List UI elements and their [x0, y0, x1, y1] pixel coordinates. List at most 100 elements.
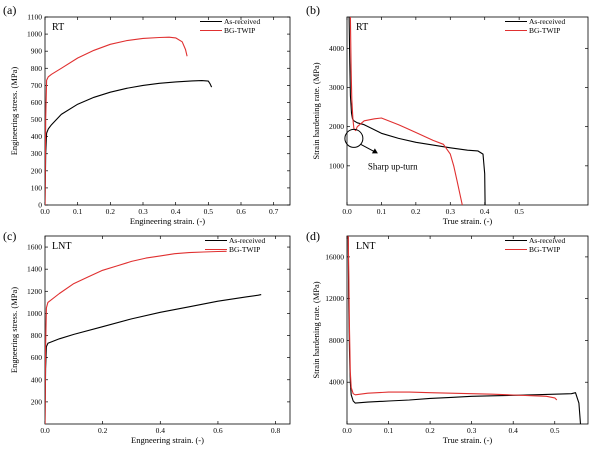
condition-label: RT [52, 22, 64, 33]
panel-label: (c) [3, 229, 16, 243]
condition-label: LNT [356, 241, 375, 252]
y-tick-label: 1000 [329, 161, 344, 170]
legend-label: BG-TWIP [529, 26, 560, 35]
y-tick-label: 16000 [325, 252, 344, 261]
x-axis-label: Engineering strain. (-) [130, 216, 205, 226]
x-tick-label: 0.3 [467, 426, 477, 435]
y-tick-label: 100 [31, 183, 43, 192]
annotation-circle [344, 128, 364, 148]
y-axis-label: Strain hardening rate. (MPa) [311, 62, 321, 159]
y-tick-label: 300 [31, 149, 43, 158]
x-tick-label: 0.6 [236, 207, 246, 216]
y-tick-label: 2000 [329, 122, 344, 131]
x-tick-label: 0.4 [156, 426, 166, 435]
series-line-bg-twip [45, 36, 188, 205]
x-tick-label: 0.4 [509, 426, 519, 435]
panel-label: (a) [3, 3, 16, 17]
y-tick-label: 400 [31, 375, 43, 384]
x-tick-label: 0.1 [384, 426, 394, 435]
y-tick-label: 400 [31, 132, 43, 141]
x-tick-label: 0.0 [40, 426, 50, 435]
plot-frame [44, 235, 291, 425]
y-tick-label: 1000 [27, 30, 42, 39]
y-tick-label: 800 [31, 64, 43, 73]
series-line-as-received [348, 17, 486, 205]
x-tick-label: 0.2 [106, 207, 116, 216]
y-tick-label: 600 [31, 353, 43, 362]
x-tick-label: 0.4 [480, 207, 490, 216]
x-tick-label: 0.5 [550, 426, 560, 435]
x-tick-label: 0.6 [213, 426, 223, 435]
y-axis-label: Engneering stress. (MPa) [9, 287, 19, 373]
condition-label: LNT [52, 241, 71, 252]
x-tick-label: 0.0 [342, 426, 352, 435]
series-line-bg-twip [347, 236, 558, 401]
annotation-arrow-head [371, 148, 378, 154]
series-group [45, 36, 213, 205]
y-axis-label: Strain hardening rate. (MPa) [311, 281, 321, 378]
series-line-as-received [45, 294, 262, 424]
y-tick-label: 900 [31, 47, 43, 56]
condition-label: RT [356, 22, 368, 33]
legend-label: As-received [224, 17, 260, 26]
panel-label: (d) [306, 229, 320, 243]
x-tick-label: 0.2 [425, 426, 435, 435]
x-tick-label: 0.4 [171, 207, 181, 216]
legend-label: BG-TWIP [529, 245, 560, 254]
series-group [347, 236, 582, 424]
y-tick-label: 200 [31, 397, 43, 406]
y-tick-label: 1200 [27, 287, 42, 296]
series-line-bg-twip [45, 250, 227, 424]
panel-d: (d) LNT 0.0 0.1 0.2 0.3 0.4 0.5 4000 8000 12000 160… [306, 229, 589, 445]
y-tick-label: 3000 [329, 83, 344, 92]
x-tick-label: 0.5 [204, 207, 214, 216]
y-tick-label: 1000 [27, 309, 42, 318]
x-tick-label: 0.3 [138, 207, 148, 216]
annotation-text: Sharp up-turn [368, 161, 418, 171]
y-tick-label: 700 [31, 81, 43, 90]
y-tick-label: 800 [31, 331, 43, 340]
plot-frame [346, 235, 589, 425]
legend-label: BG-TWIP [224, 26, 255, 35]
x-tick-label: 0.3 [446, 207, 456, 216]
series-line-bg-twip [349, 17, 463, 205]
panel-label: (b) [306, 3, 320, 17]
panel-c: (c) LNT 0.0 0.2 0.4 0.6 0.8 200 400 600 800 1000 120… [3, 229, 291, 445]
y-tick-label: 1600 [27, 243, 42, 252]
y-tick-label: 8000 [329, 336, 344, 345]
x-tick-label: 0.1 [377, 207, 387, 216]
y-tick-label: 1100 [27, 13, 42, 22]
y-tick-label: 12000 [325, 294, 344, 303]
x-tick-label: 0.8 [271, 426, 281, 435]
y-tick-label: 4000 [329, 378, 344, 387]
y-axis-label: Engineering stress. (MPa) [9, 67, 19, 156]
y-tick-label: 200 [31, 166, 43, 175]
x-tick-label: 0.1 [73, 207, 83, 216]
x-tick-label: 0.2 [411, 207, 421, 216]
x-axis-label: True strain. (-) [443, 435, 493, 445]
x-tick-label: 0.5 [514, 207, 524, 216]
series-group [348, 17, 486, 205]
x-tick-label: 0.0 [342, 207, 352, 216]
x-tick-label: 0.0 [40, 207, 50, 216]
panel-a: (a) RT 0.0 0.1 0.2 0.3 0.4 0.5 0.6 0.7 0 100 200 300 4… [3, 3, 291, 226]
legend-label: As-received [529, 236, 565, 245]
y-tick-label: 4000 [329, 44, 344, 53]
panel-b: (b) RT 0.0 0.1 0.2 0.3 0.4 0.5 1000 2000 3000 4000 T… [306, 3, 589, 226]
y-tick-label: 1400 [27, 265, 42, 274]
y-tick-label: 500 [31, 115, 43, 124]
legend-label: As-received [529, 17, 565, 26]
x-axis-label: Engneering strain. (-) [131, 435, 204, 445]
plot-frame [44, 16, 291, 206]
x-tick-label: 0.2 [98, 426, 108, 435]
legend-label: BG-TWIP [229, 245, 260, 254]
y-tick-label: 0 [38, 201, 42, 210]
series-line-as-received [45, 80, 213, 205]
x-axis-label: True strain. (-) [443, 216, 493, 226]
x-tick-label: 0.7 [269, 207, 279, 216]
plot-frame [346, 16, 589, 206]
legend-label: As-received [229, 236, 265, 245]
y-tick-label: 600 [31, 98, 43, 107]
series-group [45, 250, 262, 424]
